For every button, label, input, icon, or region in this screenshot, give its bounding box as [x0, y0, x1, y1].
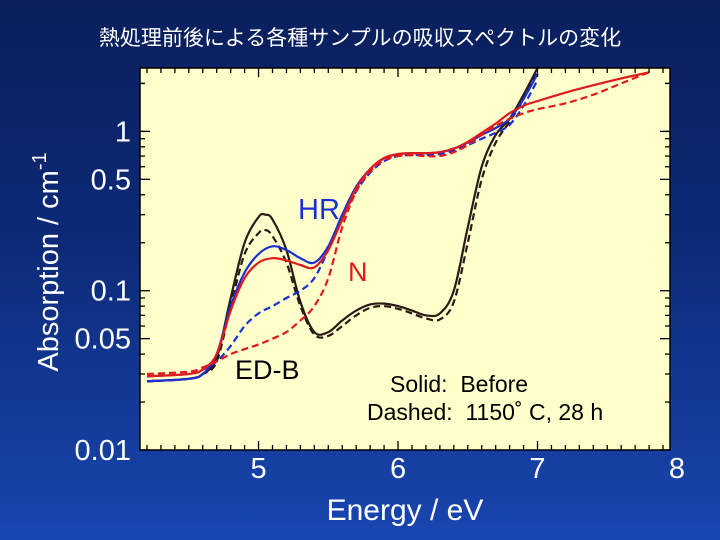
y-tick-label: 0.05 [75, 324, 131, 356]
legend-dashed: Dashed: 1150˚ C, 28 h [367, 399, 603, 425]
series-layer [146, 68, 650, 383]
series-n-dashed-line [146, 71, 650, 376]
annotation-n: N [348, 257, 368, 287]
y-axis-label: Absorption / cm-1 [29, 152, 65, 371]
annotation-ed-b: ED-B [235, 355, 300, 385]
x-tick-label: 6 [390, 453, 406, 485]
x-axis-label: Energy / eV [327, 494, 484, 527]
y-axis-label-superscript: -1 [29, 152, 51, 170]
x-tick-label: 8 [669, 453, 685, 485]
page-title: 熱処理前後による各種サンプルの吸収スペクトルの変化 [98, 26, 622, 50]
plot-frame [139, 67, 671, 451]
x-tick-label: 7 [529, 453, 545, 485]
series-ed-b-dashed-line [146, 70, 539, 383]
y-axis-label-text: Absorption / cm [33, 170, 65, 371]
plot-area [140, 68, 670, 450]
y-tick-label: 0.1 [91, 276, 131, 308]
series-n-solid-line [146, 71, 650, 378]
y-tick-label: 0.5 [91, 164, 131, 196]
labels-layer: 5 6 7 8 0.01 0.05 0.1 0.5 1 [75, 116, 685, 485]
y-tick-label: 0.01 [75, 435, 131, 467]
legend-solid: Solid: Before [390, 371, 528, 397]
annotation-hr: HR [298, 194, 340, 226]
series-ed-b-solid-line [146, 68, 539, 383]
x-tick-label: 5 [250, 453, 266, 485]
ticks-layer [140, 68, 670, 451]
y-tick-label: 1 [115, 116, 131, 148]
